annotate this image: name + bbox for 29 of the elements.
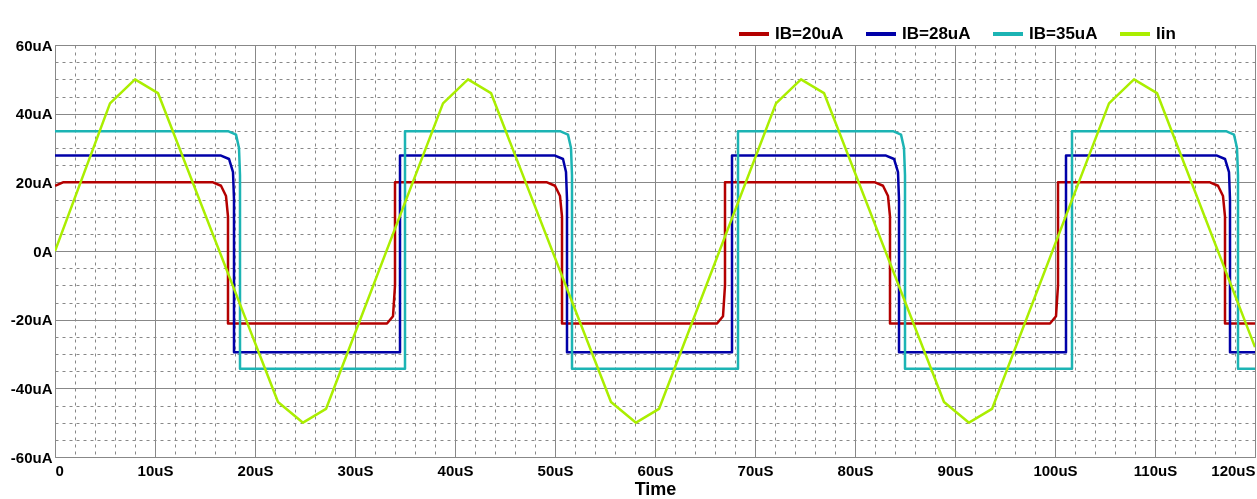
x-tick-label: 120uS (1211, 461, 1256, 479)
line-series (55, 154, 1255, 354)
x-tick-label: 30uS (337, 461, 374, 479)
y-tick-label: 60uA (15, 36, 53, 54)
x-tick-label: 60uS (637, 461, 674, 479)
x-tick-label: 40uS (437, 461, 474, 479)
x-tick-label: 0 (55, 461, 64, 479)
legend-label: IB=20uA (775, 24, 844, 43)
x-tick-label: 80uS (837, 461, 874, 479)
x-tick-label: 100uS (1033, 461, 1078, 479)
y-tick-label: -40uA (10, 379, 53, 397)
x-tick-label: 90uS (937, 461, 974, 479)
x-axis-title: Time (634, 478, 677, 499)
line-series (55, 181, 1255, 325)
x-tick-label: 20uS (237, 461, 274, 479)
y-tick-label: -60uA (10, 448, 53, 466)
legend-label: IB=28uA (902, 24, 971, 43)
legend-label: Iin (1156, 24, 1176, 43)
x-tick-label: 70uS (737, 461, 774, 479)
x-tick-label: 110uS (1133, 461, 1178, 479)
x-tick-label: 50uS (537, 461, 574, 479)
y-tick-label: -20uA (10, 311, 53, 329)
line-series (55, 78, 1255, 424)
line-series (55, 129, 1255, 371)
y-tick-label: 40uA (15, 105, 53, 123)
x-tick-label: 10uS (137, 461, 174, 479)
legend-label: IB=35uA (1029, 24, 1098, 43)
y-tick-label: 20uA (15, 173, 53, 191)
y-tick-label: 0A (33, 242, 53, 260)
